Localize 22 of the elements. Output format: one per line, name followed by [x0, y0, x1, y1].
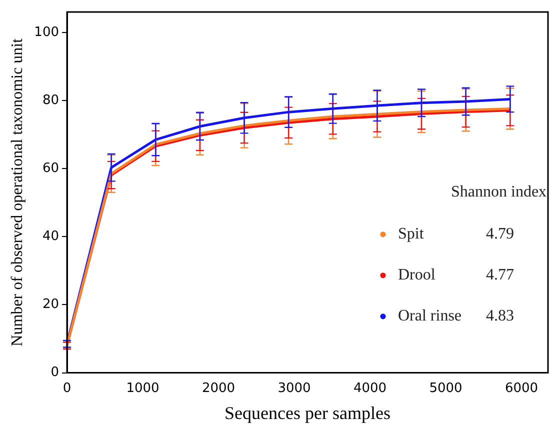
- x-tick-label: 5000: [429, 380, 462, 396]
- y-tick-label: 20: [42, 297, 60, 312]
- annotation: 4.79: [486, 226, 514, 243]
- legend-label: Oral rinse: [398, 308, 462, 325]
- annotation: 4.83: [486, 308, 514, 325]
- legend-label: Drool: [398, 266, 436, 284]
- legend-title: Shannon index: [451, 184, 547, 201]
- y-tick-label: 60: [42, 160, 60, 176]
- x-tick-label: 6000: [504, 380, 538, 396]
- y-tick-label: 80: [42, 92, 60, 108]
- annotation: 4.77: [486, 266, 514, 284]
- x-tick-label: 2000: [202, 380, 236, 396]
- y-tick-label: 0: [50, 365, 60, 380]
- y-tick-label: 40: [42, 229, 60, 244]
- x-axis-title: Sequences per samples: [224, 402, 390, 423]
- legend-label: Spit: [398, 226, 424, 243]
- x-tick-label: 0: [62, 380, 72, 396]
- x-tick-label: 4000: [353, 380, 387, 396]
- x-tick-label: 1000: [126, 380, 160, 396]
- x-tick-label: 3000: [278, 380, 311, 396]
- y-axis-title: Number of observed operational taxonomic unit: [8, 38, 26, 346]
- y-tick-label: 100: [34, 24, 60, 40]
